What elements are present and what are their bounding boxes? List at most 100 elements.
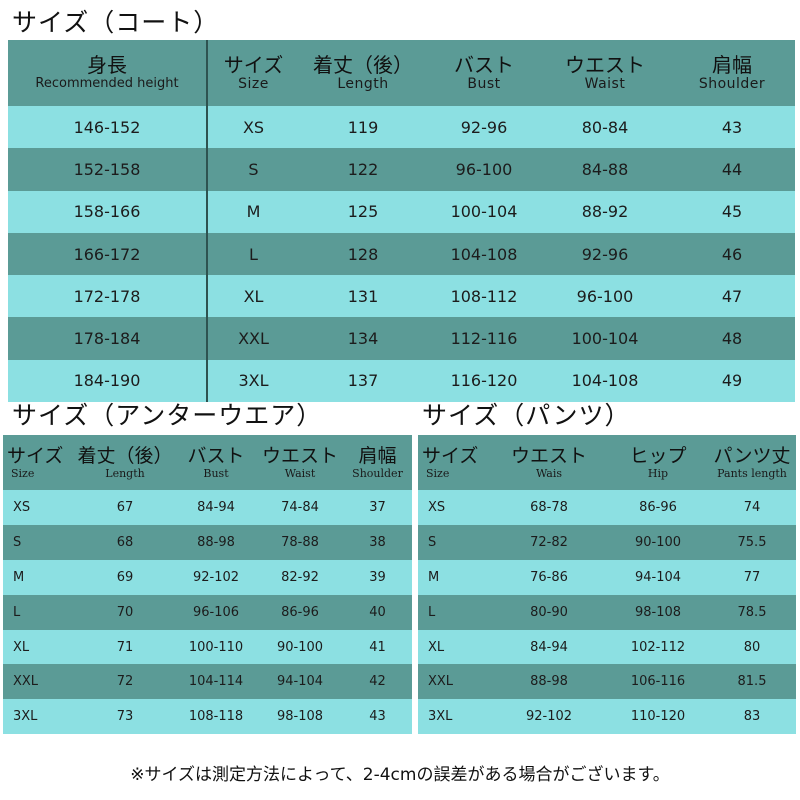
table-cell: 184-190 (8, 359, 208, 403)
table-row: L 70 96-106 86-96 40 (3, 594, 412, 630)
table-cell: 72-82 (530, 534, 568, 550)
header-jp: サイズ (223, 53, 284, 77)
table-cell: 39 (369, 569, 386, 585)
table-cell: XS (428, 499, 446, 515)
table-cell: 90-100 (634, 534, 682, 550)
pants-header-hip: ヒップ Hip (608, 435, 708, 490)
table-cell: 49 (721, 371, 743, 391)
table-row: 152-158 S 122 96-100 84-88 44 (8, 148, 795, 191)
pants-size-table: サイズ Size ウエスト Wais ヒップ Hip パンツ丈 Pants length… (418, 435, 796, 735)
header-en: Wais (535, 466, 563, 480)
table-cell: S (428, 534, 437, 550)
table-row: XXL 88-98 106-116 81.5 (418, 664, 796, 700)
header-jp: サイズ (422, 444, 479, 467)
undershirt-header-waist: ウエスト Waist (257, 435, 343, 490)
table-cell: M (246, 202, 261, 222)
table-cell: 92-96 (581, 244, 629, 264)
table-cell: XXL (428, 674, 454, 690)
table-cell: 88-98 (530, 674, 568, 690)
header-en: Length (337, 76, 389, 92)
table-cell: 42 (369, 674, 386, 690)
table-cell: XL (243, 286, 264, 306)
table-cell: 166-172 (8, 232, 208, 276)
header-jp: ウエスト (565, 53, 645, 77)
undershirt-header-size: サイズ Size (3, 435, 75, 490)
table-cell: 74 (743, 499, 761, 515)
table-cell: 73 (116, 709, 134, 725)
table-cell: 3XL (428, 709, 453, 725)
table-row: XL 84-94 102-112 80 (418, 629, 796, 665)
table-cell: 86-96 (281, 604, 319, 620)
table-cell: 69 (116, 569, 134, 585)
header-en: Size (11, 466, 35, 480)
table-cell: 110-120 (630, 709, 686, 725)
table-row: XXL 72 104-114 94-104 42 (3, 664, 412, 700)
table-cell: 96-106 (192, 604, 240, 620)
table-row: L 80-90 98-108 78.5 (418, 594, 796, 630)
table-row: M 69 92-102 82-92 39 (3, 559, 412, 595)
header-jp: バスト (454, 53, 514, 77)
table-cell: 94-104 (276, 674, 324, 690)
table-cell: 74-84 (281, 499, 319, 515)
table-cell: S (13, 534, 22, 550)
table-cell: L (13, 604, 21, 620)
header-jp: 着丈（後） (313, 53, 413, 77)
table-cell: 94-104 (634, 569, 682, 585)
header-en: Pants length (717, 466, 787, 480)
table-cell: XS (242, 117, 265, 137)
table-cell: L (428, 604, 436, 620)
table-cell: 96-100 (576, 286, 634, 306)
table-cell: 146-152 (8, 106, 208, 149)
table-row: 3XL 73 108-118 98-108 43 (3, 699, 412, 735)
table-cell: 92-102 (192, 569, 240, 585)
table-cell: 76-86 (530, 569, 568, 585)
table-cell: 37 (369, 499, 386, 515)
header-en: Shoulder (698, 76, 766, 92)
coat-size-title: サイズ（コート） (12, 8, 220, 37)
undershirt-header-shoulder: 肩幅 Shoulder (343, 435, 412, 490)
pants-header-size: サイズ Size (418, 435, 490, 490)
table-cell: 96-100 (455, 159, 513, 179)
table-cell: S (248, 159, 259, 179)
table-cell: 104-108 (571, 371, 639, 391)
table-cell: 134 (347, 329, 379, 349)
table-cell: 84-94 (197, 499, 235, 515)
pants-header-length: パンツ丈 Pants length (708, 435, 796, 490)
table-row: M 76-86 94-104 77 (418, 559, 796, 595)
undershirt-header-bust: バスト Bust (175, 435, 257, 490)
table-cell: 178-184 (8, 317, 208, 360)
table-cell: 128 (347, 244, 379, 264)
table-cell: 84-88 (581, 159, 629, 179)
table-row: 184-190 3XL 137 116-120 104-108 49 (8, 359, 795, 403)
table-cell: 104-108 (450, 244, 518, 264)
table-cell: 67 (116, 499, 134, 515)
table-cell: 98-108 (276, 709, 324, 725)
measurement-footnote: ※サイズは測定方法によって、2-4cmの誤差がある場合がございます。 (130, 765, 670, 785)
table-cell: XS (13, 499, 31, 515)
table-cell: 137 (347, 371, 379, 391)
table-row: XS 67 84-94 74-84 37 (3, 490, 412, 525)
table-cell: 3XL (238, 371, 269, 391)
coat-header-height: 身長 Recommended height (8, 40, 208, 106)
table-cell: XL (428, 639, 445, 655)
table-cell: 90-100 (276, 639, 324, 655)
pants-header-row: サイズ Size ウエスト Wais ヒップ Hip パンツ丈 Pants length (418, 435, 796, 490)
coat-header-waist: ウエスト Waist (541, 40, 669, 106)
table-cell: 81.5 (737, 674, 767, 690)
table-cell: 152-158 (8, 148, 208, 191)
table-cell: 122 (347, 159, 379, 179)
table-row: 172-178 XL 131 108-112 96-100 47 (8, 275, 795, 318)
table-row: XS 68-78 86-96 74 (418, 490, 796, 525)
coat-header-row: 身長 Recommended height サイズ Size 着丈（後） Length… (8, 40, 795, 106)
coat-header-bust: バスト Bust (427, 40, 541, 106)
table-cell: 100-104 (450, 202, 518, 222)
header-jp: サイズ (7, 444, 64, 467)
coat-header-size: サイズ Size (207, 40, 299, 106)
table-cell: 45 (721, 202, 743, 222)
table-cell: 100-110 (188, 639, 244, 655)
table-cell: XL (13, 639, 30, 655)
table-cell: 92-102 (525, 709, 573, 725)
table-cell: 86-96 (639, 499, 677, 515)
table-cell: 78.5 (737, 604, 767, 620)
table-cell: 70 (116, 604, 134, 620)
